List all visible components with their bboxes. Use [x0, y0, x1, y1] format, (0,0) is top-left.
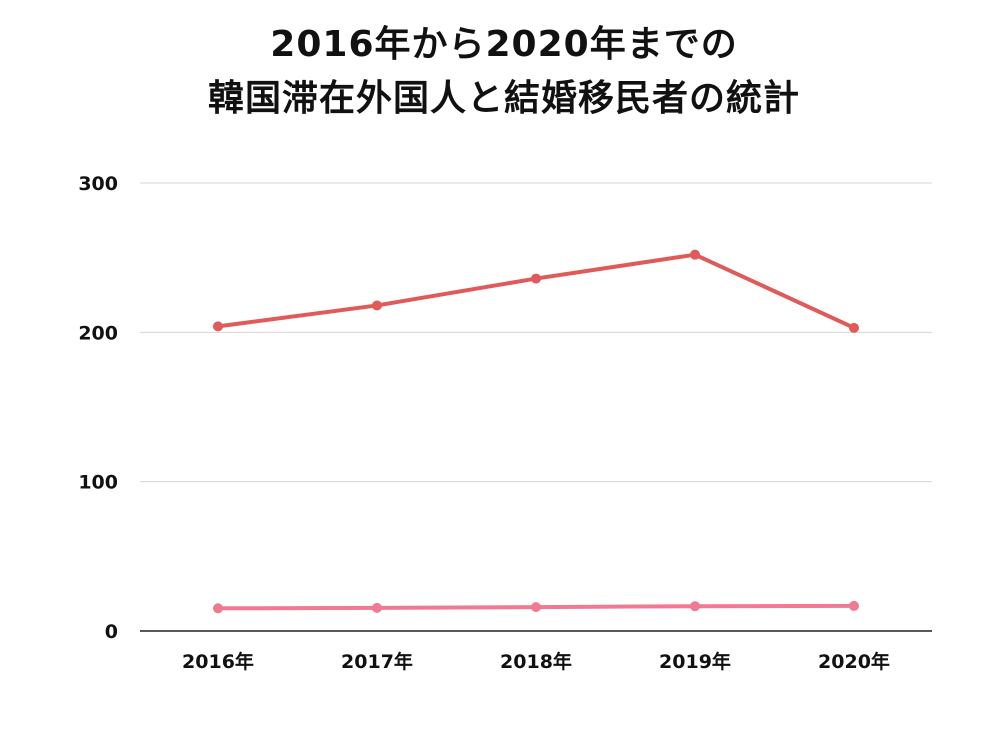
chart-title-line-2: 韓国滞在外国人と結婚移民者の統計 — [207, 78, 800, 119]
series-group — [213, 249, 859, 614]
data-point — [213, 321, 223, 332]
series-line-1 — [216, 252, 856, 330]
gridlines — [140, 182, 932, 632]
data-point — [372, 602, 382, 613]
x-tick-label: 2020年 — [818, 650, 890, 673]
data-point — [690, 249, 700, 260]
data-point — [531, 273, 541, 284]
data-point — [372, 300, 382, 311]
chart-title-line-1: 2016年から2020年までの — [270, 24, 738, 65]
x-tick-label: 2019年 — [659, 650, 731, 673]
x-axis-tick-labels: 2016年 2017年 2018年 2019年 2020年 — [182, 650, 890, 673]
data-point — [849, 322, 859, 333]
y-tick-label: 0 — [105, 621, 118, 643]
data-point — [690, 601, 700, 612]
x-tick-label: 2018年 — [500, 650, 572, 673]
x-tick-label: 2017年 — [341, 650, 413, 673]
data-point — [531, 602, 541, 613]
y-tick-label: 300 — [78, 173, 118, 195]
y-axis-tick-labels: 0 100 200 300 — [78, 173, 118, 643]
data-point — [213, 603, 223, 614]
y-tick-label: 100 — [78, 472, 118, 494]
y-tick-label: 200 — [78, 322, 118, 344]
x-tick-label: 2016年 — [182, 650, 254, 673]
data-point — [849, 600, 859, 611]
